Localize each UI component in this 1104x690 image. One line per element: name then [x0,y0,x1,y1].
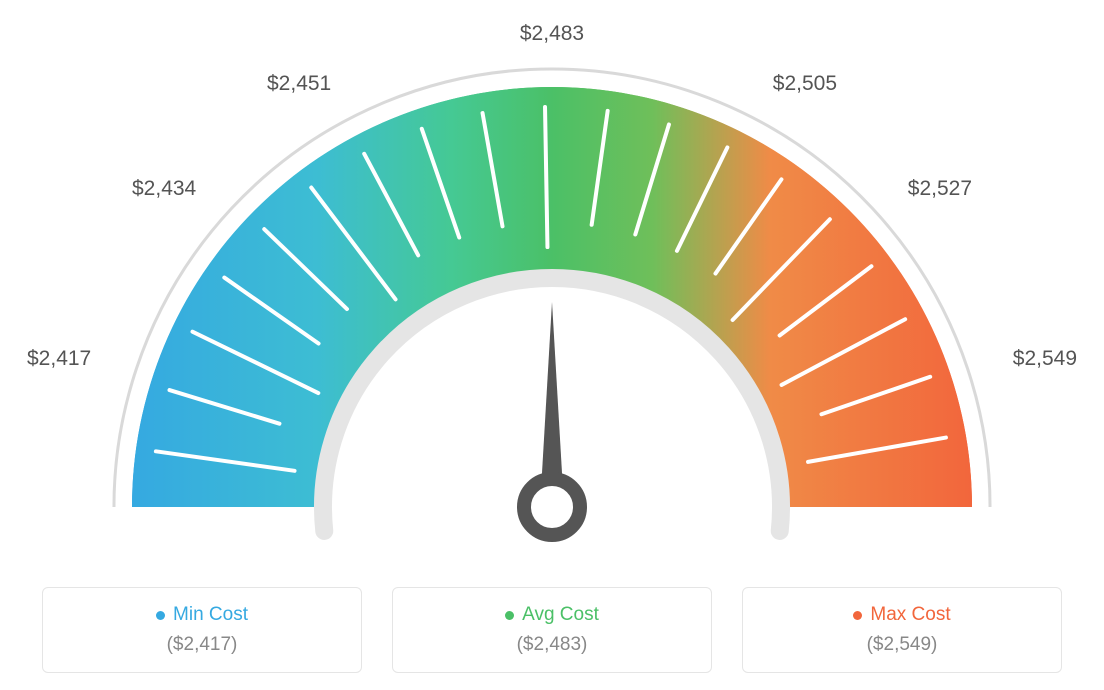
legend-value-max: ($2,549) [867,634,938,656]
gauge-tick-label: $2,451 [267,72,331,96]
gauge-svg [22,17,1082,577]
legend-card-avg: Avg Cost ($2,483) [392,587,712,673]
legend-value-avg: ($2,483) [517,634,588,656]
legend-dot-avg [505,611,514,620]
legend-value-min: ($2,417) [167,634,238,656]
legend-row: Min Cost ($2,417) Avg Cost ($2,483) Max … [42,587,1062,673]
legend-card-max: Max Cost ($2,549) [742,587,1062,673]
gauge-tick-label: $2,483 [520,22,584,46]
legend-label-min: Min Cost [173,604,248,626]
legend-label-avg: Avg Cost [522,604,599,626]
legend-title-min: Min Cost [156,604,248,626]
gauge-tick-label: $2,527 [908,177,972,201]
cost-gauge-chart: $2,417 $2,434 $2,451 $2,483 $2,505 $2,527 $2,5… [22,17,1082,673]
legend-dot-min [156,611,165,620]
gauge-tick-label: $2,549 [1013,347,1077,371]
gauge-tick-label: $2,417 [27,347,91,371]
legend-card-min: Min Cost ($2,417) [42,587,362,673]
legend-title-avg: Avg Cost [505,604,599,626]
legend-label-max: Max Cost [870,604,950,626]
gauge-tick-label: $2,505 [773,72,837,96]
legend-dot-max [853,611,862,620]
gauge-area: $2,417 $2,434 $2,451 $2,483 $2,505 $2,527 $2,5… [22,17,1082,577]
legend-title-max: Max Cost [853,604,950,626]
gauge-tick-label: $2,434 [132,177,196,201]
